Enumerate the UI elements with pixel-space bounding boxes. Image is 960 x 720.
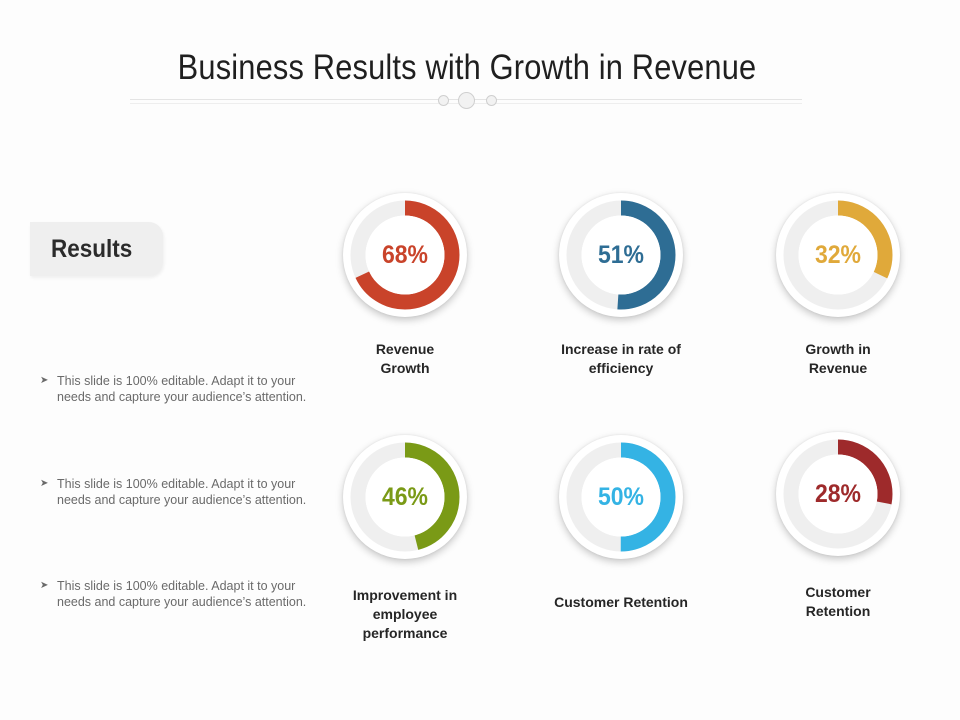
gauge-3: 32% xyxy=(776,193,900,317)
gauge-arc xyxy=(566,200,676,310)
gauge-center xyxy=(581,215,661,295)
gauge-caption: Customer Retention xyxy=(758,583,918,621)
divider-dot-right xyxy=(486,95,497,106)
bullet-line-2: needs and capture your audience’s attent… xyxy=(57,595,307,609)
gauge-arc xyxy=(350,200,460,310)
gauge-value-label: 32% xyxy=(814,241,862,269)
gauge-caption-line: employee xyxy=(372,606,438,622)
gauge-svg xyxy=(566,442,676,552)
divider-dot-left xyxy=(438,95,449,106)
gauge-caption-line: Customer xyxy=(805,584,871,600)
gauge-center xyxy=(365,215,445,295)
gauge-caption: Improvement in employee performance xyxy=(325,586,485,643)
bullet-line-2: needs and capture your audience’s attent… xyxy=(57,390,307,404)
gauge-caption-line: Revenue xyxy=(808,360,868,376)
bullet-item-3: ➤ This slide is 100% editable. Adapt it … xyxy=(40,578,320,610)
bullet-item-1: ➤ This slide is 100% editable. Adapt it … xyxy=(40,373,320,405)
gauge-value-label: 28% xyxy=(814,480,862,508)
gauge-caption-line: Growth in xyxy=(805,341,871,357)
gauge-svg xyxy=(350,442,460,552)
gauge-center xyxy=(365,457,445,537)
gauge-svg xyxy=(783,439,893,549)
gauge-svg xyxy=(350,200,460,310)
gauge-4: 46% xyxy=(343,435,467,559)
bullet-line-1: This slide is 100% editable. Adapt it to… xyxy=(57,477,296,491)
gauge-5: 50% xyxy=(559,435,683,559)
arrowhead-bullet-icon: ➤ xyxy=(40,375,49,386)
gauge-arc xyxy=(566,442,676,552)
results-tab xyxy=(30,222,163,276)
page-title: Business Results with Growth in Revenue xyxy=(177,48,757,87)
gauge-arc xyxy=(783,200,893,310)
gauge-caption-line: Growth xyxy=(380,360,430,376)
gauge-caption-line: Improvement in xyxy=(352,587,458,603)
gauge-caption: Growth in Revenue xyxy=(758,340,918,378)
gauge-center xyxy=(798,215,878,295)
gauge-caption: Revenue Growth xyxy=(325,340,485,378)
gauge-6: 28% xyxy=(776,432,900,556)
gauge-caption-line: Increase in rate of xyxy=(561,341,681,357)
arrowhead-bullet-icon: ➤ xyxy=(40,478,49,489)
gauge-value-label: 68% xyxy=(381,241,429,269)
bullet-line-1: This slide is 100% editable. Adapt it to… xyxy=(57,374,296,388)
gauge-svg xyxy=(783,200,893,310)
gauge-caption-line: Customer Retention xyxy=(554,594,688,610)
gauge-caption-line: Retention xyxy=(805,603,871,619)
gauge-2: 51% xyxy=(559,193,683,317)
bullet-line-1: This slide is 100% editable. Adapt it to… xyxy=(57,579,296,593)
gauge-caption-line: performance xyxy=(362,625,448,641)
gauge-caption-line: Revenue xyxy=(375,341,435,357)
gauge-arc xyxy=(350,442,460,552)
results-label: Results xyxy=(51,235,133,263)
gauge-svg xyxy=(566,200,676,310)
gauge-value-label: 51% xyxy=(597,241,645,269)
gauge-value-label: 50% xyxy=(597,483,645,511)
gauge-center xyxy=(581,457,661,537)
divider-dot-center xyxy=(458,92,475,109)
bullet-item-2: ➤ This slide is 100% editable. Adapt it … xyxy=(40,476,320,508)
gauge-caption-line: efficiency xyxy=(588,360,654,376)
arrowhead-bullet-icon: ➤ xyxy=(40,580,49,591)
bullet-line-2: needs and capture your audience’s attent… xyxy=(57,493,307,507)
gauge-value-label: 46% xyxy=(381,483,429,511)
gauge-center xyxy=(798,454,878,534)
gauge-1: 68% xyxy=(343,193,467,317)
gauge-caption: Increase in rate of efficiency xyxy=(541,340,701,378)
gauge-caption: Customer Retention xyxy=(541,593,701,612)
gauge-arc xyxy=(783,439,893,549)
